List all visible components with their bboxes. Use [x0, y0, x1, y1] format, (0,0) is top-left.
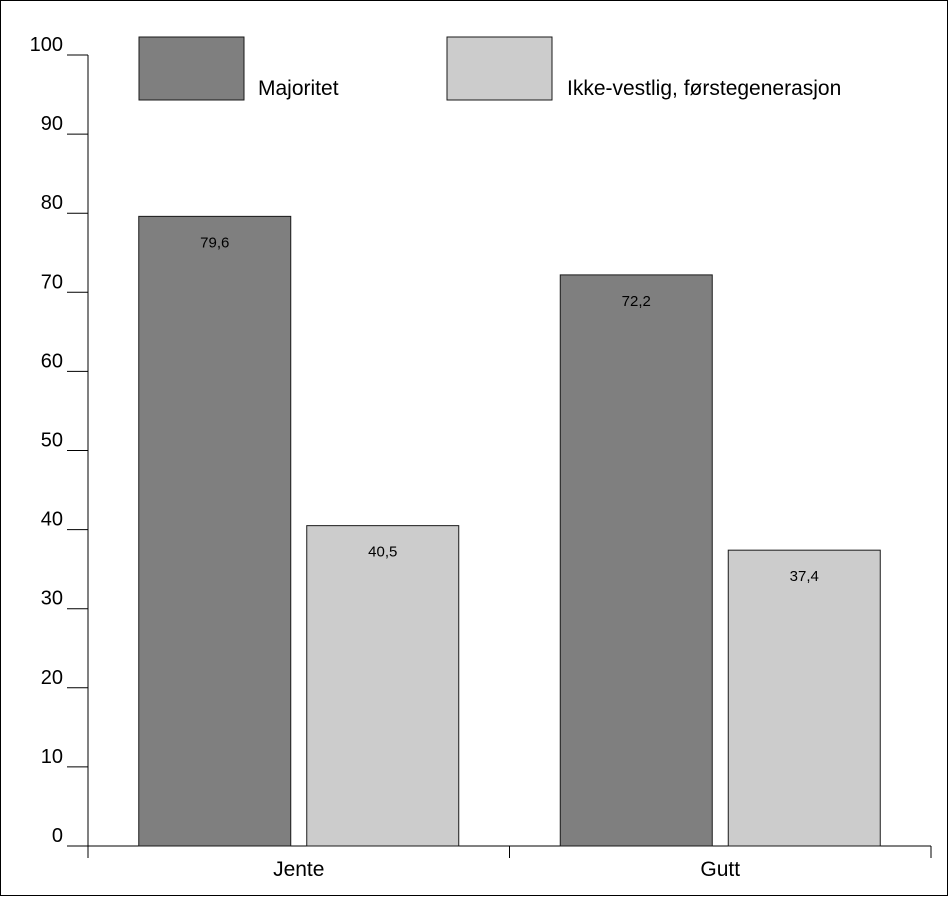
legend-swatch — [446, 36, 553, 101]
y-tick-label: 90 — [41, 113, 63, 135]
y-tick-label: 40 — [41, 509, 63, 531]
y-tick-label: 60 — [41, 350, 63, 372]
bar-value-label: 79,6 — [200, 234, 229, 251]
y-tick-label: 30 — [41, 588, 63, 610]
bar-value-label: 37,4 — [790, 568, 819, 585]
x-category-label: Gutt — [700, 858, 740, 881]
y-tick-label: 50 — [41, 430, 63, 452]
legend-label: Ikke-vestlig, førstegenerasjon — [567, 77, 841, 100]
y-tick-label: 80 — [41, 192, 63, 214]
bar — [727, 549, 881, 847]
bar — [559, 274, 713, 847]
y-tick-label: 100 — [30, 34, 63, 56]
bars: 79,6 40,5 72,2 37,4 — [138, 215, 881, 847]
y-tick-label: 20 — [41, 667, 63, 689]
axes: 0 10 20 30 40 50 60 70 80 90 100 Jente Gutt — [30, 34, 932, 881]
bar — [306, 525, 460, 847]
y-tick-label: 10 — [41, 746, 63, 768]
legend-label: Majoritet — [258, 77, 339, 100]
bar — [138, 215, 292, 847]
y-tick-label: 70 — [41, 271, 63, 293]
bar-value-label: 40,5 — [368, 544, 397, 561]
bar-value-label: 72,2 — [622, 293, 651, 310]
legend: Majoritet Ikke-vestlig, førstegenerasjon — [138, 36, 841, 101]
y-tick-label: 0 — [52, 825, 63, 847]
legend-swatch — [138, 36, 245, 101]
x-category-label: Jente — [273, 858, 324, 881]
